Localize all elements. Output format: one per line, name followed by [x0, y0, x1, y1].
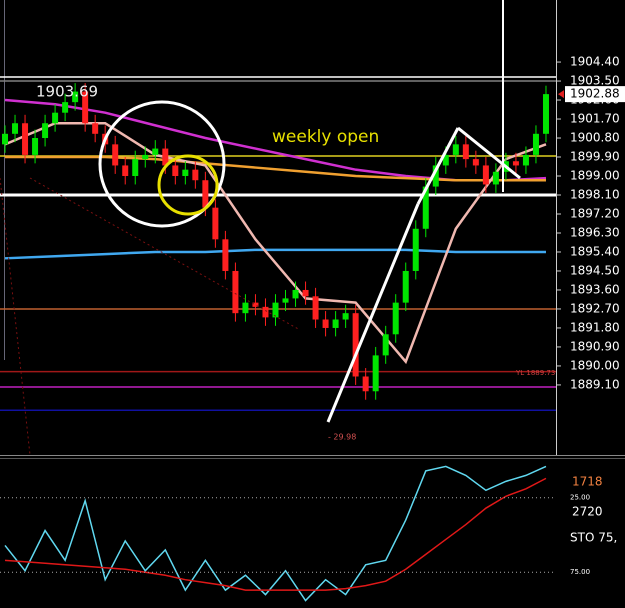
- candle-body: [312, 296, 319, 320]
- candle-body: [462, 144, 469, 160]
- price-arrow: [558, 90, 564, 99]
- candle-body: [302, 289, 309, 297]
- candle-body: [82, 91, 89, 124]
- y-tick-label: 1892.70: [570, 301, 620, 315]
- dotted-line: [29, 177, 301, 331]
- annotation: weekly open: [272, 127, 379, 147]
- indicator-line: [4, 465, 547, 602]
- level-label: YL 1889.73: [515, 369, 555, 377]
- candle-body: [132, 159, 139, 177]
- candle-body: [252, 302, 259, 307]
- candle-body: [512, 161, 519, 166]
- candle-body: [272, 302, 279, 318]
- candle-body: [162, 148, 169, 166]
- indicator-label: STO 75,: [570, 531, 617, 545]
- candle-body: [472, 159, 479, 166]
- candle-body: [442, 154, 449, 166]
- price-tag-label: 1902.88: [570, 87, 620, 101]
- candle-body: [482, 165, 489, 185]
- y-tick-label: 1900.80: [570, 131, 620, 145]
- candle-body: [532, 133, 539, 155]
- trend-line: [457, 126, 521, 180]
- y-tick-label: 1899.00: [570, 169, 620, 183]
- price-tag: [565, 86, 625, 103]
- candle-body: [222, 239, 229, 271]
- candle-body: [142, 154, 149, 160]
- y-tick-label: 1894.50: [570, 263, 620, 277]
- candle-body: [32, 138, 39, 155]
- candle-body: [22, 123, 29, 155]
- y-tick-label: 1904.40: [570, 55, 620, 69]
- annotation-circle: [98, 100, 226, 228]
- y-tick-label: 1899.90: [570, 150, 620, 164]
- candle-body: [452, 144, 459, 155]
- moving-average: [4, 248, 546, 260]
- candle-body: [152, 148, 159, 155]
- candle-body: [382, 334, 389, 356]
- y-tick-label: 1898.10: [570, 188, 620, 202]
- annotation-circle: [157, 154, 219, 216]
- y-tick-label: 1895.40: [570, 244, 620, 258]
- candle-body: [112, 144, 119, 166]
- candle-body: [12, 123, 19, 134]
- candle-body: [202, 180, 209, 208]
- dotted-line: [0, 177, 31, 456]
- y-tick-label: 1890.00: [570, 358, 620, 372]
- y-tick-label: 1891.80: [570, 320, 620, 334]
- y-tick-label: 1903.50: [570, 74, 620, 88]
- candle-body: [342, 313, 349, 320]
- drawings: [0, 0, 521, 456]
- candle-body: [282, 298, 289, 303]
- candle-body: [92, 123, 99, 134]
- stochastic-panel: [4, 465, 547, 602]
- candle-body: [2, 133, 9, 145]
- candle-body: [432, 165, 439, 187]
- indicator-label: 2720: [572, 505, 603, 519]
- candle-body: [402, 270, 409, 303]
- indicator-label: 1718: [572, 475, 603, 489]
- candle-body: [192, 169, 199, 181]
- y-tick-label: 25.00: [570, 494, 590, 502]
- y-tick-label: 1896.30: [570, 225, 620, 239]
- y-tick-label: 1890.90: [570, 339, 620, 353]
- candle-body: [72, 91, 79, 103]
- candle-body: [522, 154, 529, 166]
- candle-body: [182, 169, 189, 177]
- y-tick-label: 1901.70: [570, 112, 620, 126]
- price-panel: [0, 76, 556, 412]
- candle-body: [262, 306, 269, 318]
- candle-body: [172, 165, 179, 177]
- level-label: 1903.69: [36, 83, 98, 101]
- trend-line: [416, 127, 460, 205]
- candle-body: [62, 102, 69, 113]
- candle-body: [352, 313, 359, 377]
- y-tick-label: 75.00: [570, 568, 590, 576]
- candle-body: [232, 270, 239, 314]
- indicator-line: [4, 477, 547, 591]
- candle-body: [52, 112, 59, 124]
- candle-body: [42, 123, 49, 139]
- candle-body: [422, 186, 429, 229]
- candle-body: [242, 302, 249, 314]
- y-tick-label: 1893.60: [570, 282, 620, 296]
- y-tick-label: 1897.20: [570, 206, 620, 220]
- candle-body: [122, 165, 129, 177]
- candle-body: [332, 319, 339, 328]
- candle-body: [492, 171, 499, 185]
- trend-line: [326, 203, 420, 423]
- candle-body: [412, 228, 419, 271]
- candle-body: [542, 94, 549, 134]
- candle-body: [292, 289, 299, 299]
- candle-body: [362, 376, 369, 392]
- moving-average: [5, 155, 546, 182]
- y-tick-label: 1889.10: [570, 377, 620, 391]
- candle-body: [322, 319, 329, 328]
- annotation: - 29.98: [328, 433, 356, 442]
- candle-body: [212, 207, 219, 240]
- candle-body: [392, 302, 399, 335]
- candle-body: [372, 355, 379, 392]
